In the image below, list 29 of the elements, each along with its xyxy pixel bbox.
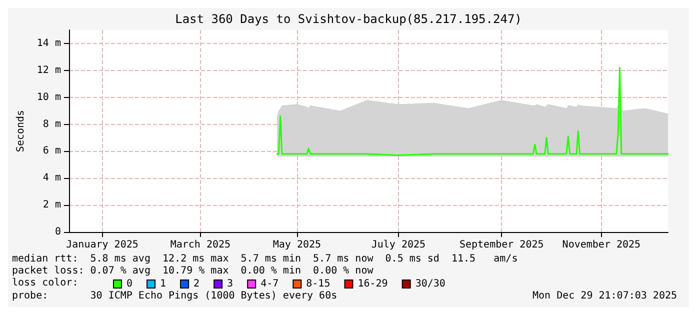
x-tick-label: July 2025 xyxy=(371,240,426,250)
text: median rtt: 5.8 ms avg 12.2 ms max 5.7 ms min 5.7 ms now 0.5 ms sd 11.5 am/s xyxy=(12,254,518,264)
text: Mon Dec 29 21:07:03 2025 xyxy=(532,290,678,302)
y-tick-label: 2 m xyxy=(42,200,61,211)
text: packet loss: 0.07 % avg 10.79 % max 0.00 % min 0.00 % now xyxy=(12,266,374,276)
x-tick-label: March 2025 xyxy=(170,240,231,250)
legend-title: loss color: xyxy=(12,278,78,288)
y-tick-label: 6 m xyxy=(42,146,61,157)
x-tick-label: May 2025 xyxy=(272,240,322,250)
y-tick-label: 4 m xyxy=(42,172,61,184)
y-tick-label: 0 xyxy=(54,226,61,238)
y-tick-label: 12 m xyxy=(36,64,61,76)
legend-label: 8-15 xyxy=(306,278,330,290)
y-tick-label: 8 m xyxy=(42,118,61,130)
legend-label: 1 xyxy=(160,278,166,290)
x-tick-label: January 2025 xyxy=(66,240,138,250)
legend-label: 16-29 xyxy=(358,278,388,290)
legend-label: 2 xyxy=(194,278,200,290)
x-tick-label: September 2025 xyxy=(459,240,544,250)
legend-label: 30/30 xyxy=(415,278,446,290)
x-tick-label: November 2025 xyxy=(562,240,641,250)
legend-label: 0 xyxy=(126,278,133,290)
y-tick-label: 14 m xyxy=(36,38,61,49)
text: probe: 30 ICMP Echo Pings (1000 Bytes) every 60s xyxy=(12,290,338,302)
legend-label: 3 xyxy=(227,278,234,290)
y-tick-label: 10 m xyxy=(36,92,61,103)
y-axis-title: Seconds xyxy=(16,110,26,152)
legend-label: 4-7 xyxy=(260,278,279,290)
chart-title: Last 360 Days to Svishtov-backup(85.217.195.247) xyxy=(175,12,522,26)
